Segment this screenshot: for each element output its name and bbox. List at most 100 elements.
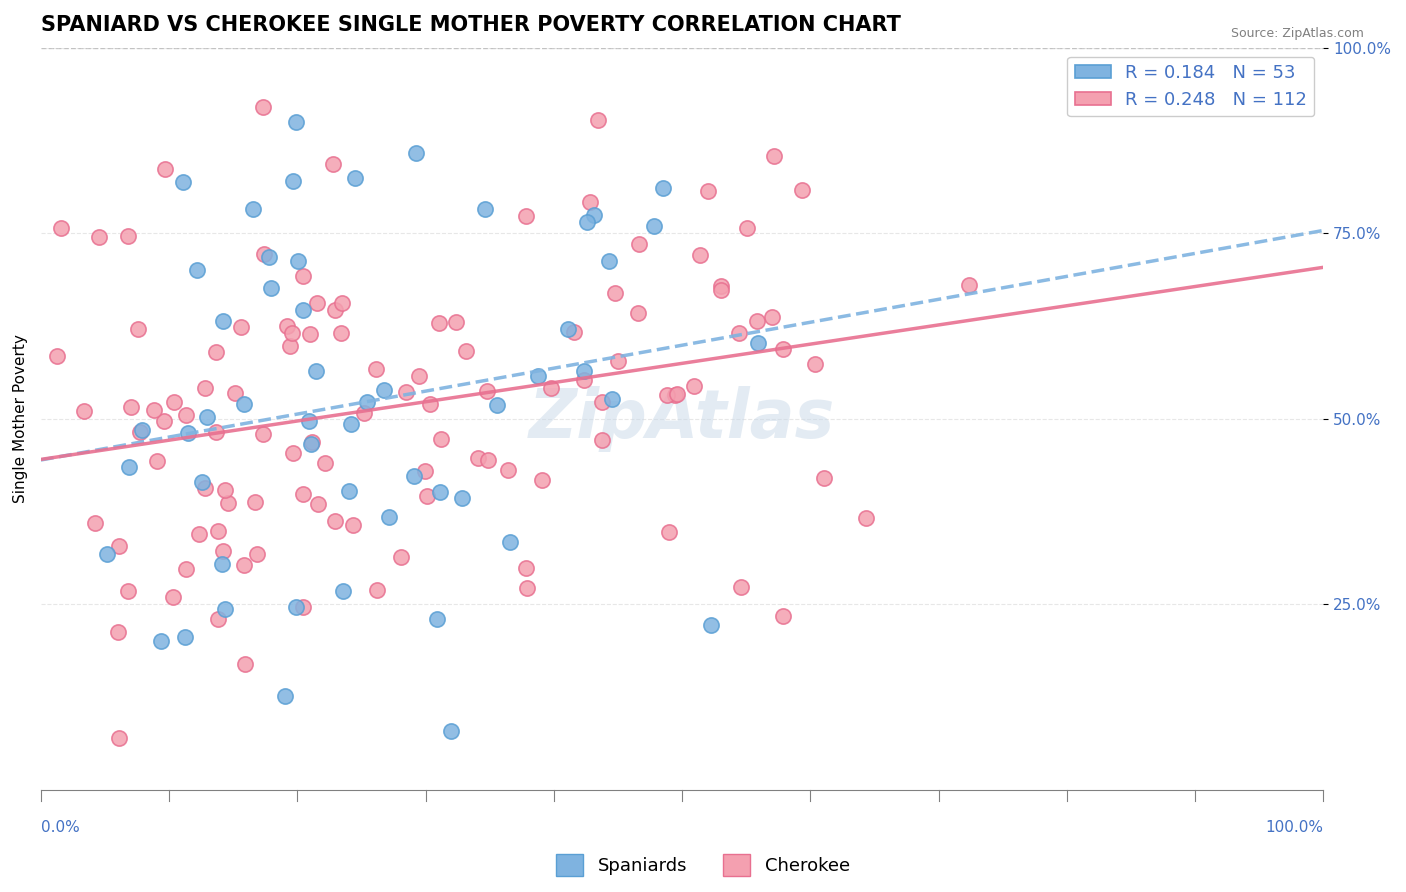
Cherokee bbox=[689, 248, 711, 262]
Spaniards bbox=[339, 483, 361, 498]
Cherokee bbox=[586, 112, 609, 127]
Cherokee bbox=[496, 463, 519, 477]
Cherokee bbox=[205, 345, 228, 359]
Cherokee bbox=[530, 473, 553, 487]
Spaniards bbox=[173, 630, 195, 644]
Cherokee bbox=[174, 408, 197, 422]
Cherokee bbox=[314, 456, 336, 470]
Cherokee bbox=[772, 608, 794, 623]
Spaniards bbox=[700, 617, 723, 632]
Cherokee bbox=[233, 657, 256, 671]
Cherokee bbox=[658, 524, 681, 539]
Cherokee bbox=[194, 481, 217, 495]
Cherokee bbox=[804, 357, 827, 371]
Cherokee bbox=[664, 388, 686, 402]
Cherokee bbox=[207, 612, 229, 626]
Cherokee bbox=[224, 386, 246, 401]
Cherokee bbox=[217, 496, 239, 510]
Spaniards bbox=[212, 314, 235, 328]
Spaniards bbox=[332, 584, 354, 599]
Cherokee bbox=[515, 561, 537, 575]
Cherokee bbox=[855, 511, 877, 525]
Cherokee bbox=[710, 283, 733, 297]
Cherokee bbox=[475, 384, 498, 399]
Spaniards bbox=[177, 425, 200, 440]
Cherokee bbox=[728, 326, 751, 340]
Text: 0.0%: 0.0% bbox=[41, 820, 80, 835]
Cherokee bbox=[342, 518, 364, 533]
Cherokee bbox=[737, 220, 759, 235]
Cherokee bbox=[665, 386, 688, 401]
Cherokee bbox=[117, 229, 139, 244]
Cherokee bbox=[627, 236, 650, 251]
Cherokee bbox=[607, 354, 630, 368]
Cherokee bbox=[214, 483, 236, 497]
Cherokee bbox=[307, 497, 329, 511]
Legend: R = 0.184   N = 53, R = 0.248   N = 112: R = 0.184 N = 53, R = 0.248 N = 112 bbox=[1067, 57, 1315, 116]
Cherokee bbox=[762, 149, 785, 163]
Cherokee bbox=[627, 306, 650, 320]
Spaniards bbox=[190, 475, 212, 489]
Text: ZipAtlas: ZipAtlas bbox=[529, 386, 835, 451]
Cherokee bbox=[444, 315, 467, 329]
Cherokee bbox=[467, 451, 489, 466]
Cherokee bbox=[276, 318, 298, 333]
Cherokee bbox=[683, 379, 706, 393]
Cherokee bbox=[562, 326, 585, 340]
Cherokee bbox=[603, 285, 626, 300]
Spaniards bbox=[598, 254, 620, 268]
Cherokee bbox=[427, 316, 450, 330]
Cherokee bbox=[305, 296, 328, 310]
Cherokee bbox=[516, 581, 538, 595]
Cherokee bbox=[747, 314, 769, 328]
Cherokee bbox=[790, 183, 813, 197]
Cherokee bbox=[163, 395, 186, 409]
Cherokee bbox=[89, 230, 111, 244]
Spaniards bbox=[305, 364, 328, 378]
Spaniards bbox=[474, 202, 496, 216]
Cherokee bbox=[366, 583, 388, 598]
Spaniards bbox=[652, 180, 675, 194]
Spaniards bbox=[195, 409, 218, 424]
Cherokee bbox=[107, 731, 129, 745]
Spaniards bbox=[96, 547, 118, 561]
Cherokee bbox=[107, 539, 129, 553]
Spaniards bbox=[186, 263, 208, 277]
Spaniards bbox=[600, 392, 623, 407]
Cherokee bbox=[204, 425, 226, 439]
Cherokee bbox=[278, 338, 301, 352]
Cherokee bbox=[117, 584, 139, 599]
Spaniards bbox=[299, 437, 322, 451]
Spaniards bbox=[211, 558, 233, 572]
Cherokee bbox=[540, 381, 562, 395]
Cherokee bbox=[591, 394, 613, 409]
Cherokee bbox=[572, 373, 595, 387]
Spaniards bbox=[356, 395, 378, 409]
Cherokee bbox=[322, 157, 344, 171]
Cherokee bbox=[772, 342, 794, 356]
Spaniards bbox=[440, 723, 463, 738]
Cherokee bbox=[298, 327, 321, 342]
Cherokee bbox=[957, 278, 980, 293]
Spaniards bbox=[292, 303, 315, 318]
Spaniards bbox=[405, 145, 427, 160]
Spaniards bbox=[572, 364, 595, 378]
Cherokee bbox=[281, 445, 304, 459]
Cherokee bbox=[330, 326, 353, 340]
Cherokee bbox=[578, 194, 600, 209]
Spaniards bbox=[576, 215, 599, 229]
Cherokee bbox=[761, 310, 783, 324]
Spaniards bbox=[149, 634, 172, 648]
Cherokee bbox=[364, 361, 387, 376]
Spaniards bbox=[285, 115, 308, 129]
Cherokee bbox=[155, 161, 177, 176]
Spaniards bbox=[257, 250, 280, 264]
Spaniards bbox=[426, 612, 449, 626]
Cherokee bbox=[145, 454, 167, 468]
Spaniards bbox=[526, 368, 548, 383]
Cherokee bbox=[107, 625, 129, 640]
Cherokee bbox=[515, 209, 537, 223]
Spaniards bbox=[260, 281, 283, 295]
Cherokee bbox=[429, 432, 451, 446]
Spaniards bbox=[118, 460, 141, 475]
